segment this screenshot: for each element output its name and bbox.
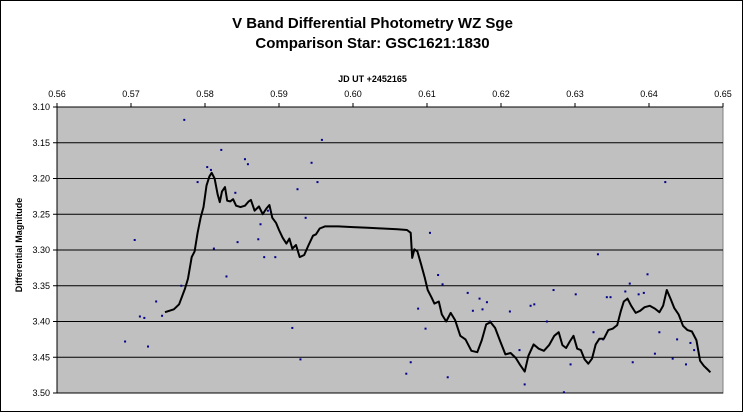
- data-point: [569, 363, 572, 366]
- data-point: [274, 256, 277, 259]
- data-point: [642, 291, 645, 294]
- x-tick-label: 0.56: [48, 89, 66, 99]
- x-tick-label: 0.58: [196, 89, 214, 99]
- data-point: [428, 231, 431, 234]
- data-point: [508, 310, 511, 313]
- data-point: [631, 361, 634, 364]
- data-point: [133, 238, 136, 241]
- data-point: [689, 341, 692, 344]
- data-point: [664, 181, 667, 184]
- y-tick-label: 3.45: [32, 352, 50, 362]
- data-point: [471, 309, 474, 312]
- data-point: [552, 289, 555, 292]
- x-tick-label: 0.59: [270, 89, 288, 99]
- data-point: [518, 349, 521, 352]
- data-point: [628, 282, 631, 285]
- y-tick-label: 3.35: [32, 281, 50, 291]
- data-point: [637, 293, 640, 296]
- data-point: [161, 314, 164, 317]
- data-point: [143, 316, 146, 319]
- x-tick-label: 0.63: [566, 89, 584, 99]
- data-point: [446, 376, 449, 379]
- x-tick-label: 0.65: [714, 89, 732, 99]
- data-point: [296, 188, 299, 191]
- data-point: [574, 293, 577, 296]
- data-point: [310, 161, 313, 164]
- data-point: [481, 308, 484, 311]
- data-point: [225, 275, 228, 278]
- data-point: [183, 118, 186, 121]
- data-point: [523, 383, 526, 386]
- data-point: [658, 331, 661, 334]
- y-tick-label: 3.10: [32, 102, 50, 112]
- data-point: [437, 274, 440, 277]
- x-axis-label: JD UT +2452165: [338, 74, 407, 84]
- x-tick-label: 0.61: [418, 89, 436, 99]
- data-point: [316, 181, 319, 184]
- data-point: [424, 327, 427, 330]
- data-point: [653, 352, 656, 355]
- data-point: [592, 331, 595, 334]
- y-tick-label: 3.20: [32, 174, 50, 184]
- data-point: [206, 166, 209, 169]
- data-point: [212, 247, 215, 250]
- data-point: [533, 303, 536, 306]
- data-point: [478, 297, 481, 300]
- chart-title: V Band Differential Photometry WZ Sge: [232, 15, 513, 32]
- data-point: [685, 363, 687, 366]
- data-point: [304, 216, 307, 219]
- data-point: [257, 238, 260, 241]
- data-point: [155, 300, 158, 303]
- data-point: [417, 307, 420, 310]
- data-point: [693, 349, 696, 352]
- series-line: [164, 171, 712, 374]
- data-point: [441, 283, 444, 286]
- x-tick-label: 0.64: [640, 89, 658, 99]
- data-point: [263, 256, 266, 259]
- data-point: [147, 345, 150, 348]
- y-tick-label: 3.15: [32, 138, 50, 148]
- x-tick-label: 0.60: [344, 89, 362, 99]
- data-point: [236, 241, 239, 244]
- data-point: [545, 320, 548, 323]
- y-tick-label: 3.50: [32, 388, 50, 398]
- data-point: [466, 291, 469, 294]
- data-point: [529, 304, 532, 307]
- data-point: [320, 138, 323, 141]
- y-tick-label: 3.30: [32, 245, 50, 255]
- x-tick-label: 0.62: [492, 89, 510, 99]
- y-tick-label: 3.40: [32, 317, 50, 327]
- data-point: [409, 361, 412, 364]
- data-point: [671, 357, 674, 360]
- chart-subtitle: Comparison Star: GSC1621:1830: [255, 35, 490, 52]
- data-point: [596, 253, 599, 256]
- data-point: [209, 168, 212, 171]
- data-point: [624, 290, 627, 293]
- data-point: [646, 273, 649, 276]
- data-point: [124, 340, 127, 343]
- data-point: [196, 181, 199, 184]
- data-point: [405, 372, 408, 375]
- data-point: [562, 391, 565, 394]
- data-point: [266, 209, 269, 212]
- data-point: [180, 284, 183, 287]
- data-point: [291, 326, 294, 329]
- x-tick-label: 0.57: [122, 89, 140, 99]
- data-point: [605, 296, 608, 299]
- data-point: [234, 191, 237, 194]
- data-point: [485, 301, 488, 304]
- data-point: [243, 158, 246, 161]
- data-point: [259, 223, 262, 226]
- data-point: [609, 296, 612, 299]
- data-point: [676, 338, 679, 341]
- data-point: [220, 148, 223, 151]
- data-point: [138, 315, 141, 318]
- data-point: [246, 163, 249, 166]
- data-point: [299, 358, 302, 361]
- y-tick-label: 3.25: [32, 209, 50, 219]
